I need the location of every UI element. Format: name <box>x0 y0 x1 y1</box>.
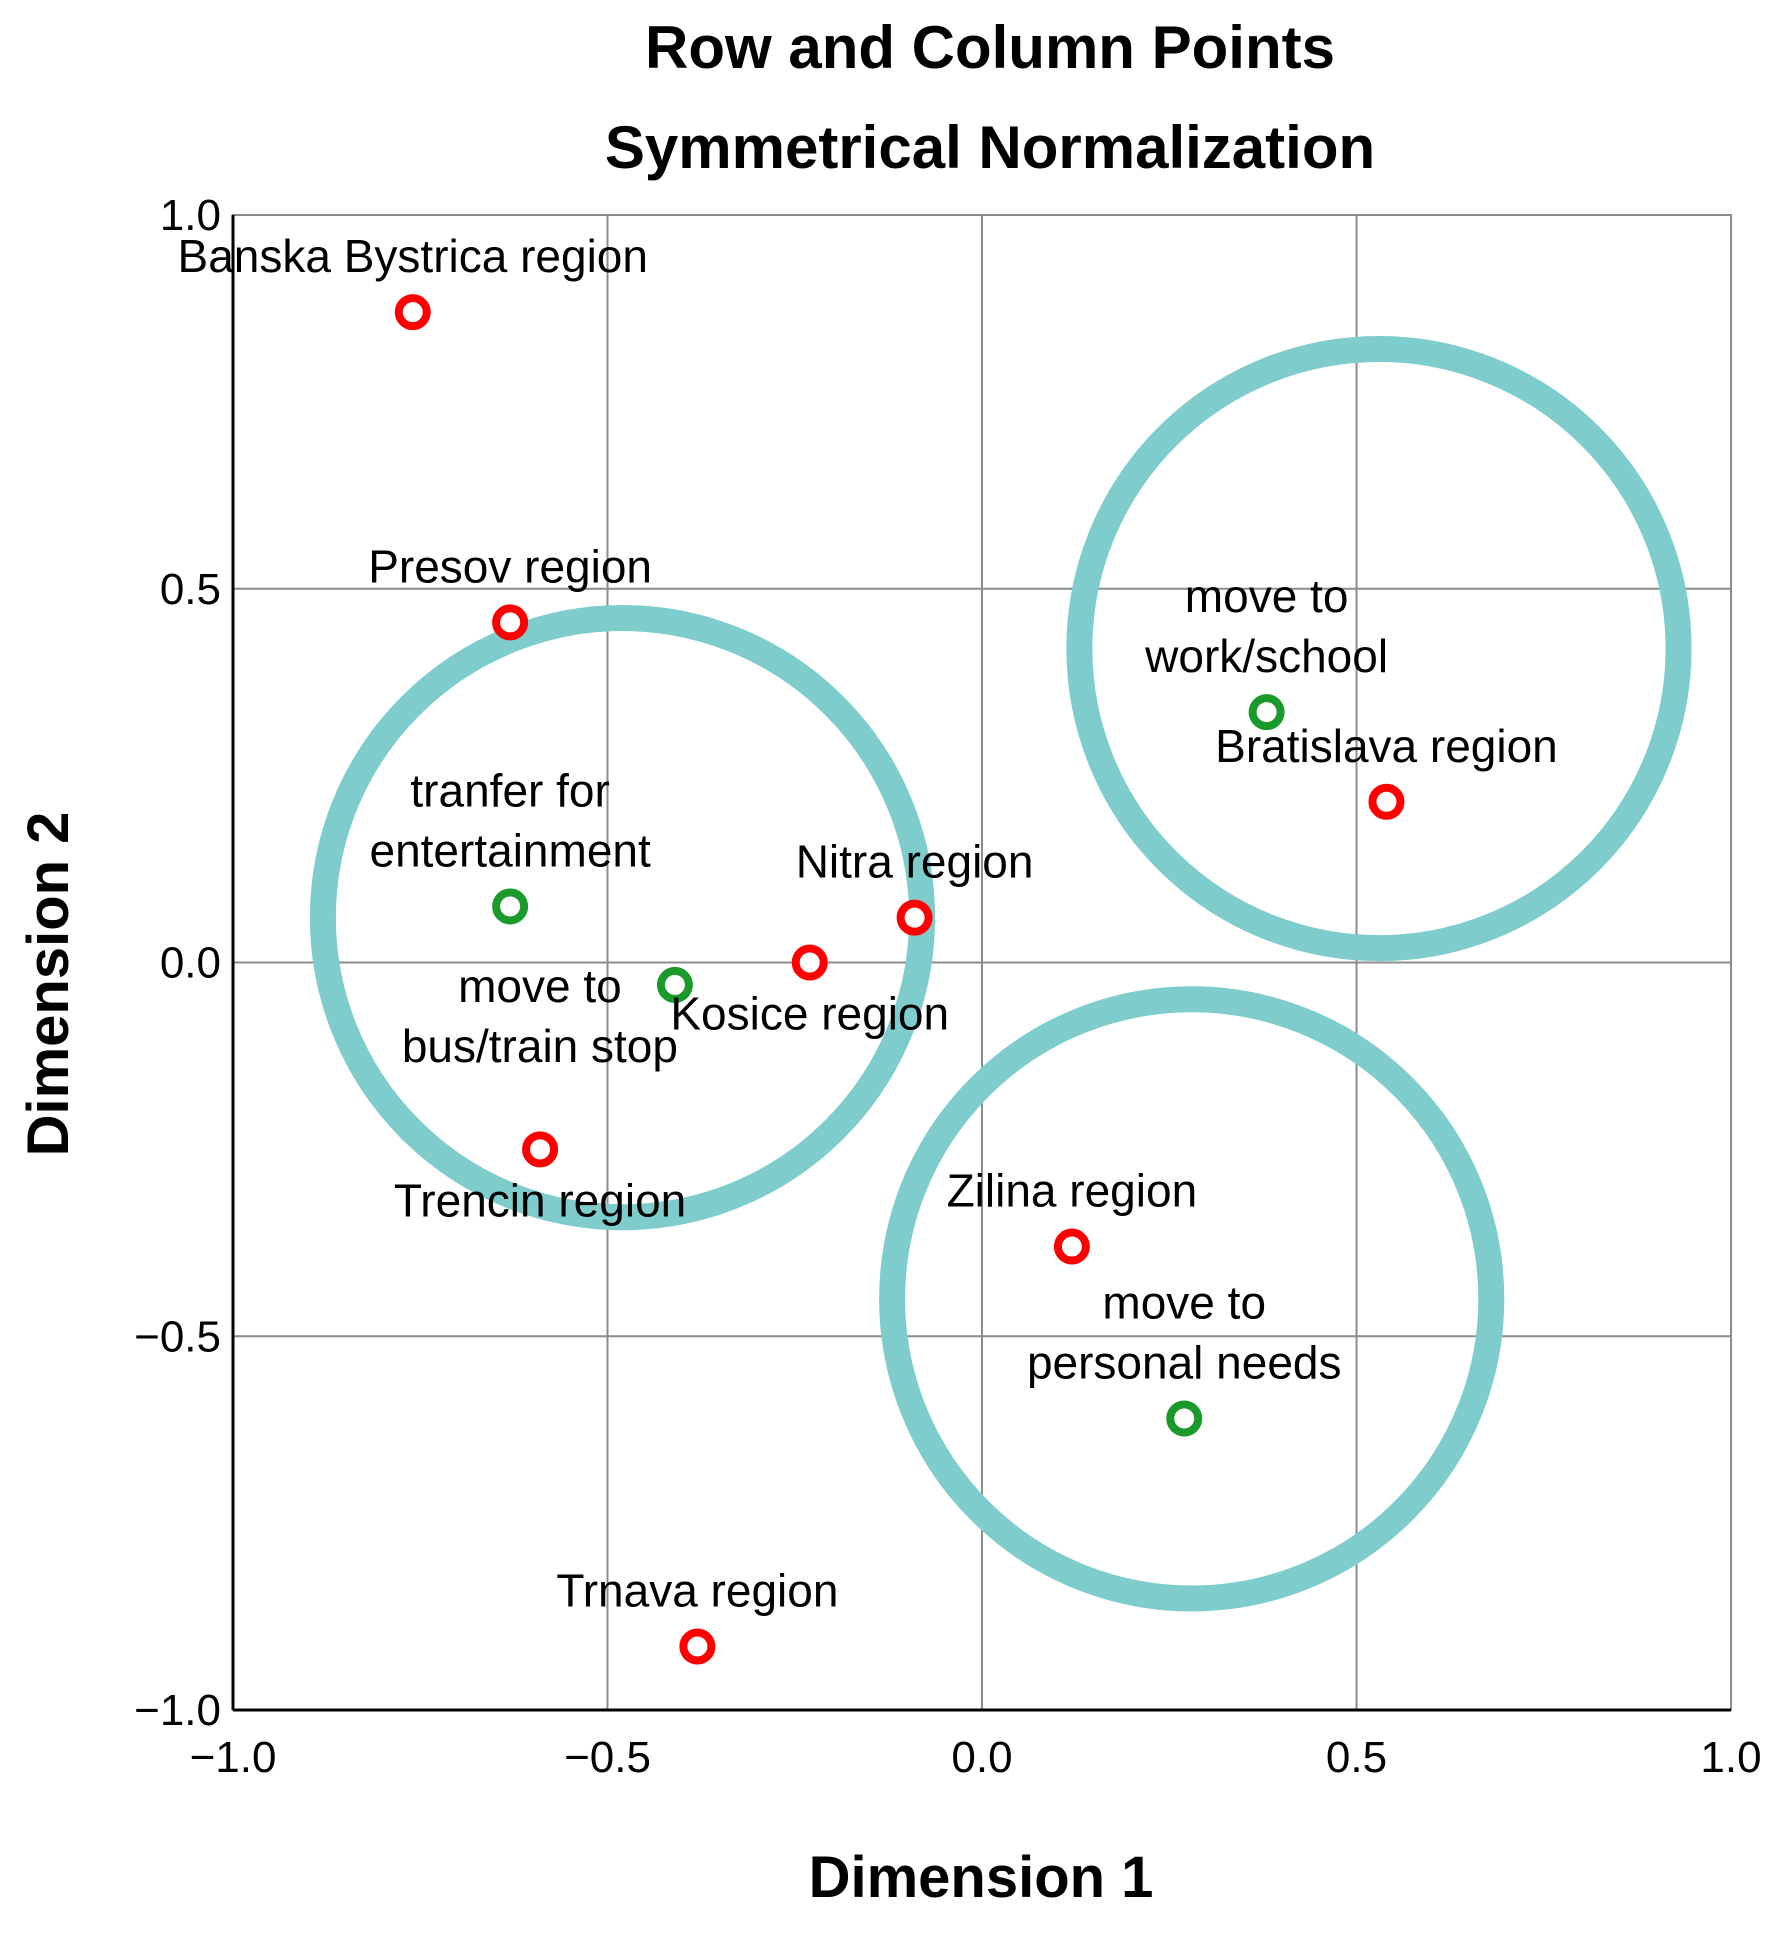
point-trnava-region <box>679 1628 716 1665</box>
point-label-move-to-work-school: work/school <box>1144 630 1388 682</box>
point-label-move-to-bus-train-stop: move to <box>458 960 622 1012</box>
axes <box>231 215 1731 1712</box>
point-label-trencin-region: Trencin region <box>394 1174 686 1226</box>
point-label-bratislava-region: Bratislava region <box>1215 720 1558 772</box>
point-label-zilina-region: Zilina region <box>947 1165 1198 1217</box>
chart-title-line-2: Symmetrical Normalization <box>605 114 1375 181</box>
point-banska-bystrica-region <box>394 294 431 331</box>
point-tranfer-for-entertainment <box>492 888 529 925</box>
x-tick-label: 0.0 <box>951 1733 1012 1782</box>
y-tick-label: 1.0 <box>160 191 221 240</box>
point-label-move-to-personal-needs: move to <box>1102 1276 1266 1328</box>
y-tick-label: 0.5 <box>160 565 221 614</box>
cluster-circle-3 <box>879 986 1505 1612</box>
y-tick-label: −0.5 <box>134 1312 221 1361</box>
x-tick-label: 0.5 <box>1326 1733 1387 1782</box>
point-label-nitra-region: Nitra region <box>796 836 1034 888</box>
x-tick-label: −0.5 <box>564 1733 651 1782</box>
point-label-tranfer-for-entertainment: entertainment <box>369 824 650 876</box>
point-label-trnava-region: Trnava region <box>556 1564 838 1616</box>
point-label-banska-bystrica-region: Banska Bystrica region <box>178 230 648 282</box>
point-label-tranfer-for-entertainment: tranfer for <box>410 764 609 816</box>
point-zilina-region <box>1053 1228 1090 1265</box>
x-tick-label: 1.0 <box>1700 1733 1761 1782</box>
point-bratislava-region <box>1368 783 1405 820</box>
point-label-move-to-personal-needs: personal needs <box>1027 1336 1342 1388</box>
point-label-move-to-bus-train-stop: bus/train stop <box>402 1020 678 1072</box>
chart-title-line-1: Row and Column Points <box>645 14 1335 81</box>
y-axis-title: Dimension 2 <box>16 812 81 1157</box>
cluster-circle-2 <box>1066 335 1692 962</box>
point-move-to-bus-train-stop <box>656 966 693 1003</box>
point-trencin-region <box>522 1131 559 1168</box>
y-tick-label: −1.0 <box>134 1686 221 1735</box>
point-kosice-region <box>791 944 828 981</box>
point-label-kosice-region: Kosice region <box>670 988 949 1040</box>
x-axis-title: Dimension 1 <box>809 1845 1154 1910</box>
point-labels: Banska Bystrica region Presov region Brati… <box>178 230 1558 1616</box>
point-move-to-personal-needs <box>1166 1400 1203 1437</box>
point-move-to-work-school <box>1248 694 1285 731</box>
x-tick-label: −1.0 <box>190 1733 277 1782</box>
cluster-circle-1 <box>309 605 936 1231</box>
point-nitra-region <box>896 899 933 936</box>
point-label-move-to-work-school: move to <box>1185 570 1349 622</box>
data-points <box>394 294 1405 1665</box>
point-label-presov-region: Presov region <box>368 540 652 592</box>
point-presov-region <box>492 604 529 641</box>
tick-labels: −1.0 −0.5 0.0 0.5 1.0 −1.0 −0.5 0.0 0.5 1.0 <box>134 191 1761 1782</box>
y-tick-label: 0.0 <box>160 939 221 988</box>
